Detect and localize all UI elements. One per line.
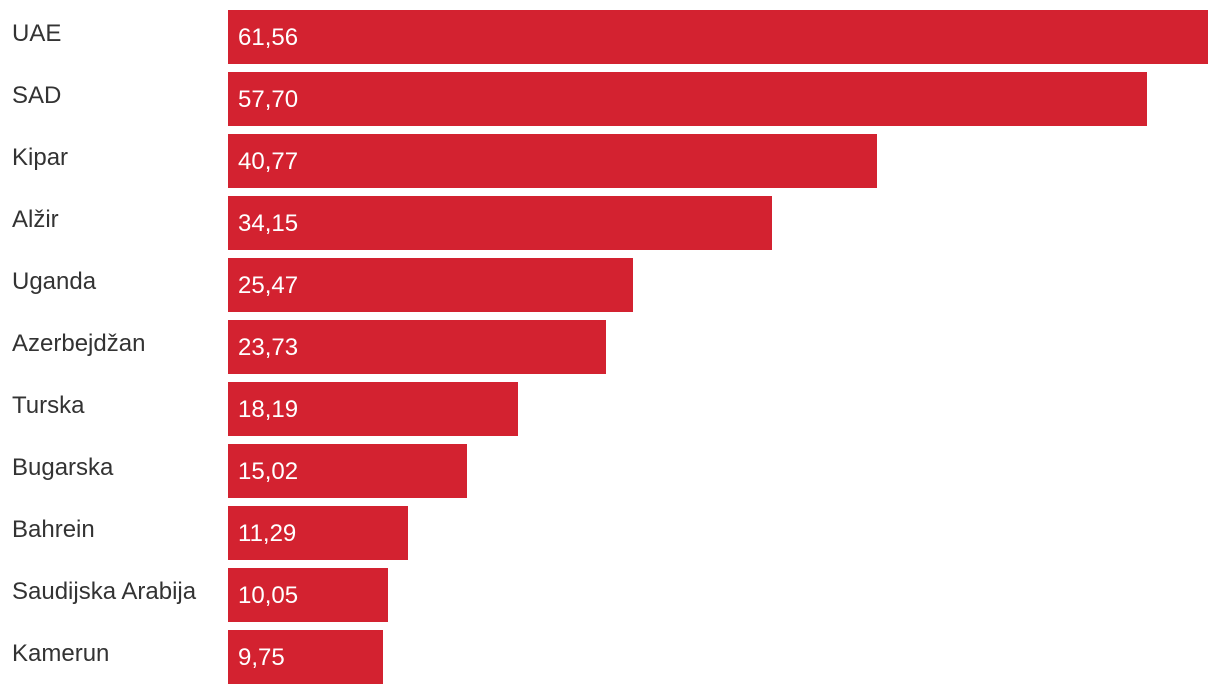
bar-row: Bugarska 15,02 — [0, 444, 1220, 498]
bar — [228, 134, 877, 188]
category-label: Bahrein — [12, 516, 95, 543]
bar — [228, 444, 467, 498]
bar — [228, 196, 772, 250]
value-label: 40,77 — [238, 148, 299, 175]
category-label: Bugarska — [12, 454, 114, 481]
bar-row: Azerbejdžan 23,73 — [0, 320, 1220, 374]
value-label: 23,73 — [238, 334, 299, 361]
bar-row: Saudijska Arabija 10,05 — [0, 568, 1220, 622]
value-label: 57,70 — [238, 86, 299, 113]
bar — [228, 320, 606, 374]
bar — [228, 72, 1147, 126]
bar-row: UAE 61,56 — [0, 10, 1220, 64]
bar-row: Alžir 34,15 — [0, 196, 1220, 250]
category-label: Turska — [12, 392, 85, 419]
value-label: 25,47 — [238, 272, 299, 299]
category-label: Azerbejdžan — [12, 330, 146, 357]
bar — [228, 568, 388, 622]
category-label: UAE — [12, 20, 62, 47]
category-label: Saudijska Arabija — [12, 578, 197, 605]
bar-row: Uganda 25,47 — [0, 258, 1220, 312]
category-label: Kipar — [12, 144, 69, 171]
bar — [228, 506, 408, 560]
bar-row: Kipar 40,77 — [0, 134, 1220, 188]
bar-row: SAD 57,70 — [0, 72, 1220, 126]
value-label: 34,15 — [238, 210, 299, 237]
value-label: 11,29 — [238, 520, 297, 547]
value-label: 10,05 — [238, 582, 299, 609]
value-label: 9,75 — [238, 644, 285, 671]
bar-row: Turska 18,19 — [0, 382, 1220, 436]
category-label: SAD — [12, 82, 62, 109]
bar — [228, 258, 633, 312]
category-label: Alžir — [12, 206, 59, 233]
bar-row: Kamerun 9,75 — [0, 630, 1220, 684]
category-label: Kamerun — [12, 640, 110, 667]
value-label: 61,56 — [238, 24, 299, 51]
category-label: Uganda — [12, 268, 97, 295]
bar — [228, 382, 518, 436]
value-label: 15,02 — [238, 458, 299, 485]
bar — [228, 630, 383, 684]
bar-row: Bahrein 11,29 — [0, 506, 1220, 560]
bar — [228, 10, 1208, 64]
value-label: 18,19 — [238, 396, 299, 423]
